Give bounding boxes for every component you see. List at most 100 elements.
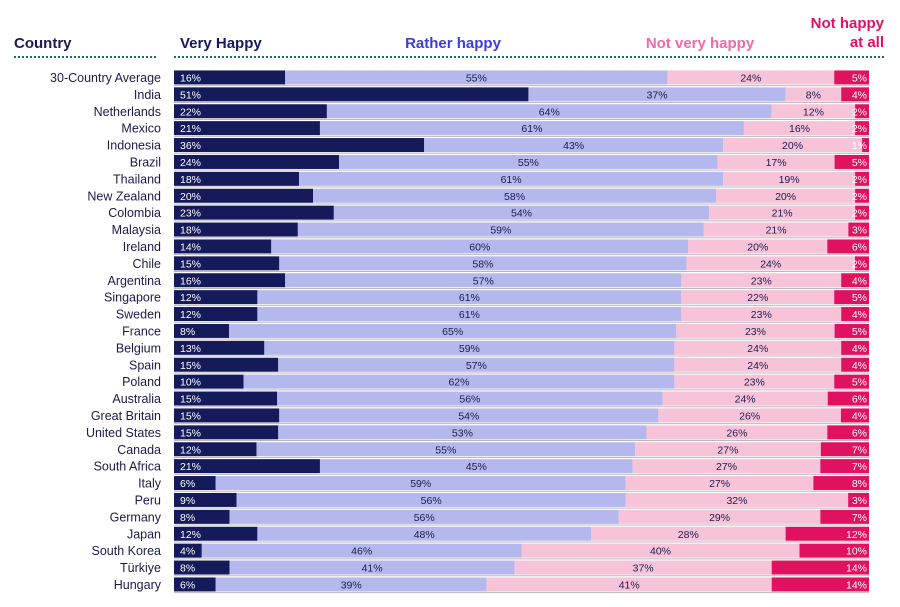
bar-segment-not-happy: [771, 577, 869, 592]
bar-segment-rather-happy: [277, 391, 663, 406]
bar-segment-very-happy: [174, 239, 272, 254]
value-label-rather-happy: 64%: [539, 106, 560, 118]
value-label-not-happy: 5%: [852, 72, 867, 84]
value-label-not-happy: 4%: [852, 343, 867, 355]
value-label-not-very-happy: 21%: [772, 208, 793, 220]
bar-segment-rather-happy: [243, 374, 675, 389]
value-label-not-very-happy: 21%: [766, 225, 787, 237]
bar-segment-not-happy: [841, 87, 869, 102]
bar-segment-not-very-happy: [709, 205, 856, 220]
value-label-not-very-happy: 26%: [726, 427, 747, 439]
bar-segment-not-very-happy: [703, 222, 849, 237]
value-label-rather-happy: 59%: [490, 225, 511, 237]
value-label-not-very-happy: 40%: [650, 546, 671, 558]
value-label-very-happy: 23%: [180, 208, 201, 220]
value-label-not-happy: 14%: [846, 563, 867, 575]
country-label: France: [122, 324, 161, 338]
country-label: Mexico: [121, 122, 161, 136]
value-label-rather-happy: 59%: [410, 478, 431, 490]
value-label-not-happy: 2%: [852, 258, 867, 270]
header-not-happy-line1: Not happy: [811, 15, 885, 32]
bar-segment-not-happy: [855, 104, 869, 119]
bar-segment-rather-happy: [264, 340, 675, 355]
value-label-rather-happy: 59%: [459, 343, 480, 355]
bar-segment-very-happy: [174, 222, 298, 237]
value-label-not-very-happy: 24%: [735, 394, 756, 406]
bar-segment-not-very-happy: [676, 323, 835, 338]
value-label-very-happy: 4%: [180, 546, 195, 558]
value-label-not-very-happy: 8%: [806, 89, 821, 101]
bar-segment-not-happy: [771, 560, 869, 575]
value-label-rather-happy: 61%: [501, 174, 522, 186]
value-label-not-happy: 2%: [852, 191, 867, 203]
value-label-not-very-happy: 16%: [789, 123, 810, 135]
country-label: Belgium: [116, 341, 161, 355]
bar-segment-not-very-happy: [785, 87, 842, 102]
value-label-not-happy: 7%: [852, 512, 867, 524]
value-label-not-very-happy: 23%: [744, 377, 765, 389]
bar-segment-not-happy: [862, 138, 869, 153]
value-label-rather-happy: 54%: [511, 208, 532, 220]
bar-segment-not-very-happy: [681, 290, 835, 305]
bar-segment-rather-happy: [326, 104, 772, 119]
bar-segment-not-very-happy: [716, 188, 856, 203]
bar-segment-not-happy: [840, 408, 869, 423]
value-label-not-very-happy: 32%: [726, 495, 747, 507]
bar-segment-not-very-happy: [591, 526, 786, 541]
value-label-not-very-happy: 26%: [739, 410, 760, 422]
value-label-rather-happy: 56%: [459, 394, 480, 406]
country-label: Brazil: [130, 155, 161, 169]
value-label-not-very-happy: 24%: [760, 258, 781, 270]
bar-segment-rather-happy: [279, 256, 687, 271]
bar-segment-very-happy: [174, 307, 258, 322]
bar-segment-not-very-happy: [723, 138, 863, 153]
country-label: Hungary: [114, 578, 162, 592]
value-label-rather-happy: 55%: [518, 157, 539, 169]
bar-segment-not-happy: [799, 543, 869, 558]
value-label-not-happy: 1%: [852, 140, 867, 152]
value-label-not-very-happy: 27%: [717, 444, 738, 456]
bar-segment-not-very-happy: [717, 154, 835, 169]
bar-segment-very-happy: [174, 70, 286, 85]
value-label-not-very-happy: 23%: [751, 309, 772, 321]
bar-segment-not-very-happy: [521, 543, 800, 558]
bar-segment-rather-happy: [424, 138, 724, 153]
country-label: Sweden: [116, 308, 161, 322]
bar-segment-not-happy: [834, 154, 869, 169]
country-label: Netherlands: [94, 105, 161, 119]
value-label-not-happy: 3%: [852, 225, 867, 237]
value-label-very-happy: 15%: [180, 427, 201, 439]
value-label-rather-happy: 41%: [362, 563, 383, 575]
bar-segment-very-happy: [174, 374, 244, 389]
value-label-very-happy: 36%: [180, 140, 201, 152]
bar-segment-rather-happy: [257, 290, 682, 305]
country-label: Colombia: [108, 206, 161, 220]
value-label-rather-happy: 54%: [458, 410, 479, 422]
bar-segment-not-very-happy: [723, 171, 856, 186]
country-label: Germany: [110, 510, 162, 524]
bar-segment-very-happy: [174, 205, 334, 220]
value-label-very-happy: 15%: [180, 360, 201, 372]
value-label-very-happy: 8%: [180, 512, 195, 524]
value-label-not-happy: 4%: [852, 360, 867, 372]
bar-segment-very-happy: [174, 138, 425, 153]
bar-segment-rather-happy: [319, 121, 744, 136]
value-label-not-happy: 4%: [852, 89, 867, 101]
bar-segment-rather-happy: [236, 492, 626, 507]
bar-segment-not-very-happy: [635, 442, 821, 457]
bar-segment-rather-happy: [229, 509, 619, 524]
value-label-rather-happy: 58%: [504, 191, 525, 203]
value-label-very-happy: 6%: [180, 478, 195, 490]
bar-segment-very-happy: [174, 87, 529, 102]
value-label-not-happy: 3%: [852, 495, 867, 507]
value-label-not-happy: 2%: [852, 208, 867, 220]
country-label: Japan: [127, 527, 161, 541]
value-label-not-happy: 5%: [852, 377, 867, 389]
value-label-not-very-happy: 41%: [619, 579, 640, 591]
bar-segment-rather-happy: [256, 442, 636, 457]
value-label-rather-happy: 37%: [647, 89, 668, 101]
value-label-not-happy: 2%: [852, 174, 867, 186]
value-label-not-very-happy: 19%: [779, 174, 800, 186]
value-label-very-happy: 12%: [180, 292, 201, 304]
bar-segment-very-happy: [174, 154, 340, 169]
